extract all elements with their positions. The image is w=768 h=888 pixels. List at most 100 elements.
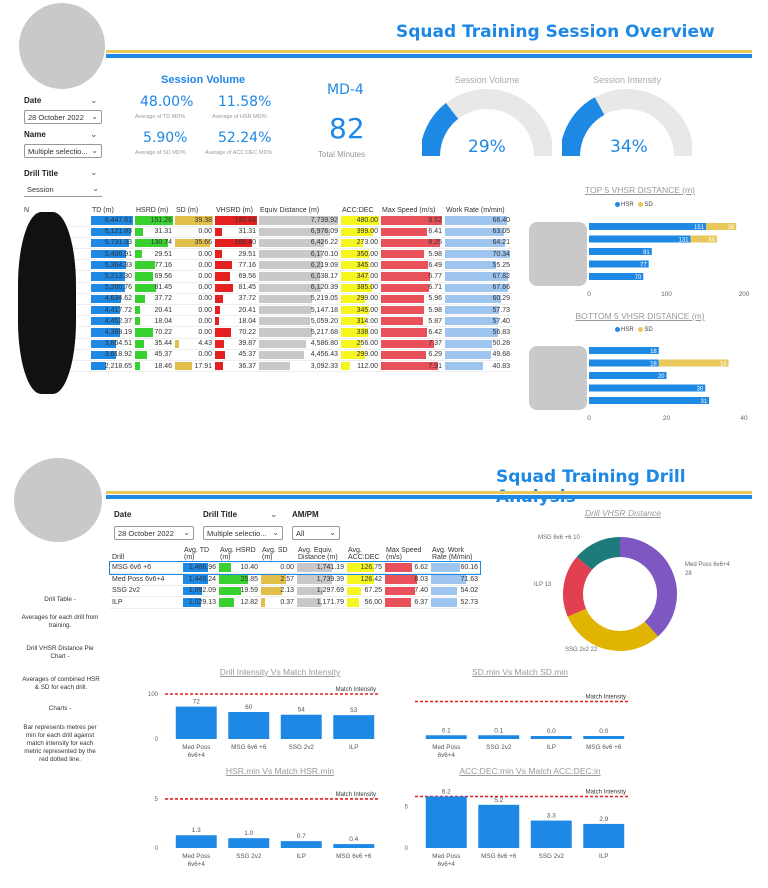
table-row[interactable]: 5,213.30 69.56 0.00 69.56 6,038.17 347.00 6.77… <box>22 270 512 283</box>
col-header-avg-hsrd[interactable]: Avg. HSRD (m) <box>220 547 256 561</box>
analysis-drill-filter[interactable]: Multiple selectio... ⌄ <box>203 526 283 540</box>
cell-data-bar <box>215 306 220 315</box>
cell-value: 385.00 <box>356 284 378 292</box>
cell-data-bar <box>445 250 511 259</box>
match-intensity-label: Match Intensity <box>586 789 626 795</box>
table-row[interactable]: 3,818.92 45.37 0.00 45.37 4,456.43 299.00 6.29… <box>22 349 512 361</box>
chevron-down-icon[interactable]: ⌄ <box>90 129 98 139</box>
cell-value: 5,364.33 <box>104 261 132 269</box>
bar[interactable] <box>175 706 217 739</box>
col-header-maxspeed[interactable]: Max Speed (m/s) <box>382 207 436 214</box>
cell-data-bar <box>341 350 365 359</box>
bar[interactable] <box>228 838 270 848</box>
table-row[interactable]: 4,634.62 37.72 0.00 37.72 5,219.05 299.00 5.96… <box>22 293 512 306</box>
table-row[interactable]: Med Poss 6v6+4 1,449.24 25.85 2.57 1,739.39 1… <box>110 573 480 586</box>
bar-value-label: 0.1 <box>442 727 451 734</box>
donut-slice[interactable] <box>576 537 621 571</box>
table-row[interactable]: 6,121.83 31.31 0.00 31.31 6,976.09 399.00 6.41… <box>22 226 512 238</box>
donut-slice[interactable] <box>563 556 593 617</box>
table-row[interactable]: 4,417.72 20.41 0.00 20.41 5,147.18 345.00 5.98… <box>22 304 512 317</box>
donut-slice[interactable] <box>567 608 659 651</box>
bar[interactable] <box>425 796 467 848</box>
col-header-avg-equiv[interactable]: Avg. Equiv. Distance (m) <box>298 547 338 561</box>
chevron-down-icon[interactable]: ⌄ <box>90 167 98 177</box>
table-row[interactable]: 5,200.76 81.45 0.00 81.45 6,120.39 385.00 6.71… <box>22 282 512 294</box>
bar[interactable] <box>333 844 375 848</box>
table-row[interactable]: 5,364.33 77.16 0.00 77.16 6,219.09 345.00 6.49… <box>22 259 512 272</box>
cell-data-bar <box>341 216 380 225</box>
table-row[interactable]: 4,452.37 18.04 0.00 18.04 5,059.20 314.00 5.87… <box>22 315 512 328</box>
cell-data-bar <box>381 238 441 248</box>
table-row[interactable]: 4,368.19 70.22 0.00 70.22 5,217.68 338.00 6.42… <box>22 326 512 339</box>
bar[interactable] <box>175 835 217 848</box>
drill-name-cell: ILP <box>110 596 182 609</box>
col-header-name[interactable]: N <box>24 207 30 214</box>
table-row[interactable]: 5,731.33 130.74 35.66 166.40 6,426.22 273.00 8… <box>22 237 512 250</box>
chevron-down-icon[interactable]: ⌄ <box>90 95 98 105</box>
col-header-hsrd[interactable]: HSRD (m) <box>136 207 169 214</box>
player-metrics-table: N TD (m) HSRD (m) SD (m) VHSRD (m) Equiv… <box>22 206 512 373</box>
col-header-vhsrd[interactable]: VHSRD (m) <box>216 207 253 214</box>
bar-value-label: 54 <box>298 707 306 714</box>
bar[interactable] <box>425 735 467 739</box>
session-volume-gauge-title: Session Volume <box>454 75 520 85</box>
bar[interactable] <box>228 712 270 739</box>
chevron-down-icon[interactable]: ⌄ <box>270 509 278 519</box>
table-row[interactable]: 5,406.91 29.51 0.00 29.51 6,170.10 350.00 5.98… <box>22 248 512 261</box>
col-header-sd[interactable]: SD (m) <box>176 207 199 214</box>
bar[interactable] <box>583 823 625 848</box>
bar[interactable] <box>583 736 625 739</box>
date-filter[interactable]: 28 October 2022 ⌄ <box>24 110 102 124</box>
bar[interactable] <box>333 715 375 739</box>
bar[interactable] <box>280 714 322 739</box>
ampm-filter[interactable]: All ⌄ <box>292 526 340 540</box>
table-row[interactable]: MSG 6v6 +6 1,466.96 10.40 0.00 1,741.19 126.7… <box>109 561 481 575</box>
table-cell: 1,297.69 <box>296 585 346 597</box>
cell-data-bar <box>431 575 466 584</box>
cell-value: 37.72 <box>154 295 172 303</box>
drill-title-filter[interactable]: Session ⌄ <box>24 183 102 197</box>
table-cell: 4,417.72 <box>90 304 134 317</box>
bar[interactable] <box>478 804 520 848</box>
table-row[interactable]: 2,218.65 18.46 17.91 36.37 3,092.33 112.00 7.9… <box>22 360 512 373</box>
analysis-date-filter[interactable]: 28 October 2022 ⌄ <box>114 526 194 540</box>
cell-data-bar <box>261 586 282 595</box>
table-cell: 5,731.33 <box>90 237 134 250</box>
cell-value: 67.66 <box>492 284 510 292</box>
col-header-avg-accdec[interactable]: Avg. ACC:DEC <box>348 547 380 561</box>
bar[interactable] <box>530 820 572 848</box>
cell-data-bar <box>341 306 369 315</box>
col-header-avg-sd[interactable]: Avg. SD (m) <box>262 547 288 561</box>
col-header-avg-td[interactable]: Avg. TD (m) <box>184 547 210 561</box>
col-header-accdec[interactable]: ACC:DEC <box>342 207 374 214</box>
cell-value: 5.98 <box>428 250 442 258</box>
cell-value: 57.40 <box>492 317 510 325</box>
bar[interactable] <box>478 735 520 739</box>
col-header-max-speed[interactable]: Max Speed (m/s) <box>386 547 422 561</box>
category-label: ILP <box>547 744 556 751</box>
bar[interactable] <box>280 841 322 848</box>
bar[interactable] <box>530 736 572 739</box>
table-cell: 4,368.19 <box>90 326 134 339</box>
name-filter[interactable]: Multiple selectio... ⌄ <box>24 144 102 158</box>
table-cell: 69.56 <box>214 270 258 283</box>
table-cell: 7.91 <box>380 360 444 373</box>
cell-data-bar <box>215 361 224 371</box>
col-header-equiv[interactable]: Equiv Distance (m) <box>260 207 320 214</box>
x-tick-label: 0 <box>587 291 591 298</box>
table-row[interactable]: 3,854.51 35.44 4.43 39.87 4,586.80 256.00 7.37… <box>22 338 512 350</box>
donut-slice[interactable] <box>619 537 677 637</box>
table-row[interactable]: SSG 2v2 1,092.09 19.59 2.13 1,297.69 67.25 7.4… <box>110 585 480 597</box>
col-header-td[interactable]: TD (m) <box>92 207 114 214</box>
table-cell: 0.00 <box>174 248 214 261</box>
table-row[interactable]: ILP 1,029.13 12.82 0.37 1,171.79 56.00 6.37 52.… <box>110 596 480 609</box>
table-cell: 2.57 <box>260 573 296 586</box>
cell-data-bar <box>215 261 233 270</box>
note-charts-text: Bar represents metres per min for each d… <box>23 724 97 763</box>
table-row[interactable]: 6,447.61 151.26 39.38 190.64 7,739.92 480.00 8… <box>22 215 512 227</box>
table-cell: 31.31 <box>134 226 174 238</box>
col-header-workrate[interactable]: Work Rate (m/min) <box>446 207 505 214</box>
cell-data-bar <box>219 575 249 584</box>
col-header-drill[interactable]: Drill <box>112 554 125 561</box>
col-header-avg-work-rate[interactable]: Avg. Work Rate (M/min) <box>432 547 473 561</box>
